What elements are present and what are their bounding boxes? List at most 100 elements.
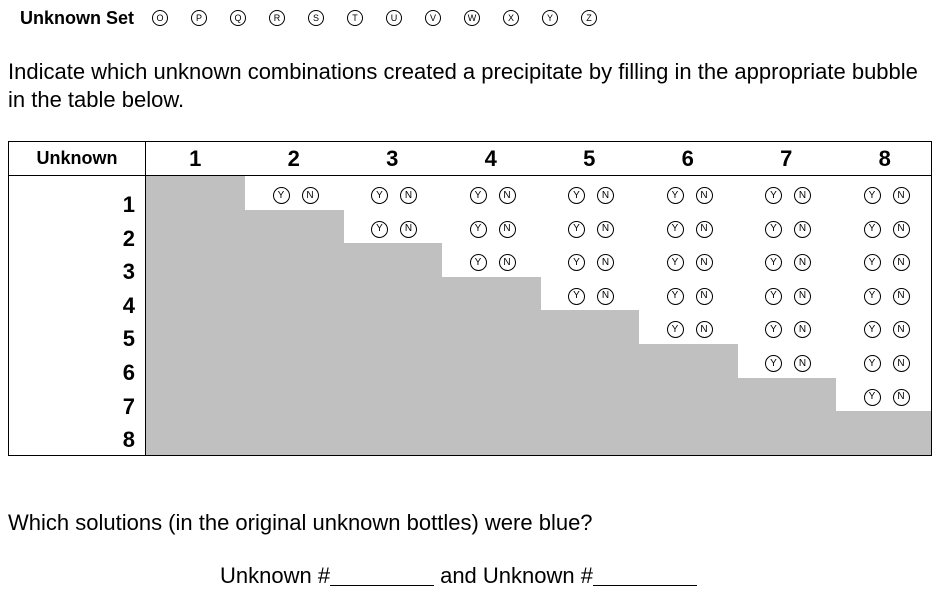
no-bubble-4-7[interactable]: N xyxy=(794,287,811,305)
no-bubble-1-4[interactable]: N xyxy=(498,187,516,204)
yes-bubble-1-4[interactable]: Y xyxy=(469,187,487,204)
no-bubble-2-6[interactable]: N xyxy=(695,220,713,238)
yes-bubble-4-6[interactable]: Y xyxy=(666,287,684,305)
column-header-4: 4 xyxy=(484,145,497,171)
yes-bubble-5-6[interactable]: Y xyxy=(666,321,684,339)
yes-bubble-2-3[interactable]: Y xyxy=(371,220,388,238)
yes-bubble-4-5[interactable]: Y xyxy=(568,287,585,305)
yes-bubble-2-6[interactable]: Y xyxy=(666,220,684,238)
shaded-cell-col-6 xyxy=(638,344,738,455)
unknown-set-bubble-p[interactable]: P xyxy=(191,10,208,26)
yes-bubble-6-8[interactable]: Y xyxy=(863,355,881,372)
unknown-set-bubble-w[interactable]: W xyxy=(464,10,481,26)
yes-bubble-3-5[interactable]: Y xyxy=(568,254,585,272)
row-header-4: 4 xyxy=(122,292,135,318)
unknown-set-bubble-u[interactable]: U xyxy=(386,10,403,26)
unknown-set-bubble-r[interactable]: R xyxy=(269,10,286,26)
yes-bubble-5-7[interactable]: Y xyxy=(765,321,782,339)
no-bubble-2-8[interactable]: N xyxy=(892,220,910,238)
no-bubble-3-8[interactable]: N xyxy=(892,254,910,272)
unknown-set-bubble-o[interactable]: O xyxy=(152,10,169,26)
yes-bubble-1-3[interactable]: Y xyxy=(371,187,388,204)
no-bubble-2-5[interactable]: N xyxy=(597,220,614,238)
unknown-set-bubble-q[interactable]: Q xyxy=(230,10,247,26)
yes-bubble-1-6[interactable]: Y xyxy=(666,187,684,204)
no-bubble-1-6[interactable]: N xyxy=(695,187,713,204)
no-bubble-5-8[interactable]: N xyxy=(892,321,910,339)
yes-bubble-7-8[interactable]: Y xyxy=(863,388,881,406)
table-header-label: Unknown xyxy=(36,148,118,168)
yes-bubble-2-4[interactable]: Y xyxy=(469,220,487,238)
column-header-5: 5 xyxy=(583,145,596,171)
yes-bubble-5-8[interactable]: Y xyxy=(863,321,881,339)
no-bubble-3-5[interactable]: N xyxy=(597,254,614,272)
yes-bubble-2-8[interactable]: Y xyxy=(863,220,881,238)
no-bubble-2-7[interactable]: N xyxy=(794,220,811,238)
unknown-set-bubble-y[interactable]: Y xyxy=(542,10,559,26)
column-header-8: 8 xyxy=(878,145,891,171)
no-bubble-1-3[interactable]: N xyxy=(400,187,417,204)
yes-bubble-6-7[interactable]: Y xyxy=(765,355,782,372)
yes-bubble-4-8[interactable]: Y xyxy=(863,287,881,305)
no-bubble-3-7[interactable]: N xyxy=(794,254,811,272)
no-bubble-1-8[interactable]: N xyxy=(892,187,910,204)
column-header-3: 3 xyxy=(386,145,399,171)
no-bubble-6-7[interactable]: N xyxy=(794,355,811,372)
shaded-cell-col-3 xyxy=(343,243,442,455)
no-bubble-3-6[interactable]: N xyxy=(695,254,713,272)
no-bubble-2-4[interactable]: N xyxy=(498,220,516,238)
no-bubble-5-7[interactable]: N xyxy=(794,321,811,339)
yes-bubble-1-5[interactable]: Y xyxy=(568,187,585,204)
yes-bubble-1-2[interactable]: Y xyxy=(272,187,290,204)
unknown-set-bubble-s[interactable]: S xyxy=(308,10,325,26)
row-header-7: 7 xyxy=(122,393,135,419)
column-header-6: 6 xyxy=(681,145,694,171)
yes-bubble-3-6[interactable]: Y xyxy=(666,254,684,272)
column-header-2: 2 xyxy=(287,145,300,171)
no-bubble-5-6[interactable]: N xyxy=(695,321,713,339)
no-bubble-4-5[interactable]: N xyxy=(597,287,614,305)
unknown-set-bubble-v[interactable]: V xyxy=(425,10,442,26)
no-bubble-1-2[interactable]: N xyxy=(301,187,319,204)
unknown-set-bubble-x[interactable]: X xyxy=(503,10,520,26)
shaded-cell-col-7 xyxy=(737,377,836,455)
unknown-set-bubble-t[interactable]: T xyxy=(347,10,364,26)
row-header-2: 2 xyxy=(122,225,135,251)
yes-bubble-3-7[interactable]: Y xyxy=(765,254,782,272)
yes-bubble-1-7[interactable]: Y xyxy=(765,187,782,204)
no-bubble-4-6[interactable]: N xyxy=(695,287,713,305)
yes-bubble-3-4[interactable]: Y xyxy=(469,254,487,272)
unknown-set-bubbles: O P Q R S T U V W X Y Z xyxy=(152,10,620,26)
no-bubble-6-8[interactable]: N xyxy=(892,355,910,372)
table-divider-horizontal xyxy=(9,175,931,176)
no-bubble-4-8[interactable]: N xyxy=(892,287,910,305)
unknown-set-bubble-z[interactable]: Z xyxy=(581,10,598,26)
answer-blank-2[interactable] xyxy=(592,563,697,586)
answer-blank-1[interactable] xyxy=(330,563,435,586)
no-bubble-7-8[interactable]: N xyxy=(892,388,910,406)
answer-middle: and Unknown # xyxy=(440,563,593,588)
yes-bubble-4-7[interactable]: Y xyxy=(765,287,782,305)
instructions-text: Indicate which unknown combinations crea… xyxy=(8,59,918,112)
yes-bubble-2-7[interactable]: Y xyxy=(765,220,782,238)
no-bubble-3-4[interactable]: N xyxy=(498,254,516,272)
yes-bubble-1-8[interactable]: Y xyxy=(863,187,881,204)
yes-bubble-2-5[interactable]: Y xyxy=(568,220,585,238)
no-bubble-1-5[interactable]: N xyxy=(597,187,614,204)
shaded-cell-col-2 xyxy=(244,209,344,455)
no-bubble-2-3[interactable]: N xyxy=(400,220,417,238)
yes-bubble-3-8[interactable]: Y xyxy=(863,254,881,272)
no-bubble-1-7[interactable]: N xyxy=(794,187,811,204)
